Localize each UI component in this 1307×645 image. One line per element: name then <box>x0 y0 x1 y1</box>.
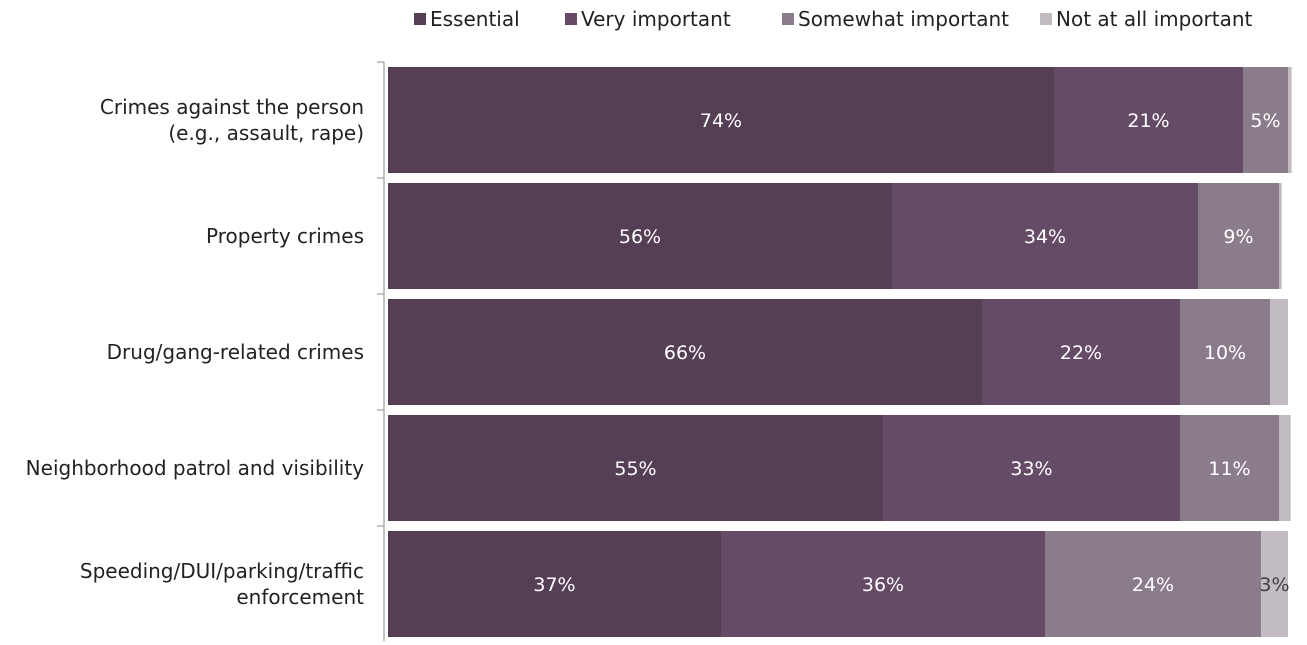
bar-segment-essential <box>388 415 883 521</box>
data-label: 24% <box>1132 574 1174 596</box>
data-label: 36% <box>862 574 904 596</box>
data-label: 9% <box>1223 226 1253 248</box>
legend-swatch <box>565 13 577 25</box>
data-label: 21% <box>1127 110 1169 132</box>
category-label: Drug/gang-related crimes <box>107 340 364 364</box>
bar-segment-somewhat-important <box>1180 299 1270 405</box>
legend-swatch <box>782 13 794 25</box>
bar-segment-not-at-all-important <box>1279 415 1291 521</box>
data-label: 3% <box>1259 574 1289 596</box>
category-label: enforcement <box>236 585 364 609</box>
legend-label: Essential <box>430 7 520 31</box>
data-label: 55% <box>614 458 656 480</box>
legend-swatch <box>1040 13 1052 25</box>
bar-segment-not-at-all-important <box>1261 531 1288 637</box>
data-label: 56% <box>619 226 661 248</box>
bar-segment-very-important <box>982 299 1180 405</box>
data-label: 66% <box>664 342 706 364</box>
data-label: 5% <box>1250 110 1280 132</box>
bar-segment-very-important <box>883 415 1180 521</box>
category-label: Crimes against the person <box>100 95 364 119</box>
bar-segment-somewhat-important <box>1045 531 1261 637</box>
bar-segment-somewhat-important <box>1180 415 1279 521</box>
category-label: Speeding/DUI/parking/traffic <box>80 559 364 583</box>
bar-segment-somewhat-important <box>1243 67 1288 173</box>
bar-segment-essential <box>388 183 892 289</box>
bar-segment-essential <box>388 531 721 637</box>
bar-segment-essential <box>388 67 1054 173</box>
legend-swatch <box>414 13 426 25</box>
data-label: 74% <box>700 110 742 132</box>
legend-label: Very important <box>581 7 731 31</box>
category-label: Neighborhood patrol and visibility <box>26 456 364 480</box>
data-label: 33% <box>1010 458 1052 480</box>
category-label: (e.g., assault, rape) <box>168 121 364 145</box>
data-label: 22% <box>1060 342 1102 364</box>
legend-label: Somewhat important <box>798 7 1009 31</box>
bar-segment-not-at-all-important <box>1270 299 1288 405</box>
bar-segment-essential <box>388 299 982 405</box>
bar-segment-somewhat-important <box>1198 183 1279 289</box>
bar-segment-very-important <box>1054 67 1243 173</box>
data-label: 11% <box>1208 458 1250 480</box>
data-label: 34% <box>1024 226 1066 248</box>
data-label: 10% <box>1204 342 1246 364</box>
data-label: 37% <box>533 574 575 596</box>
legend-label: Not at all important <box>1056 7 1253 31</box>
bar-segment-not-at-all-important <box>1288 67 1292 173</box>
category-label: Property crimes <box>206 224 364 248</box>
bar-segment-not-at-all-important <box>1279 183 1282 289</box>
bar-segment-very-important <box>721 531 1045 637</box>
bar-segment-very-important <box>892 183 1198 289</box>
